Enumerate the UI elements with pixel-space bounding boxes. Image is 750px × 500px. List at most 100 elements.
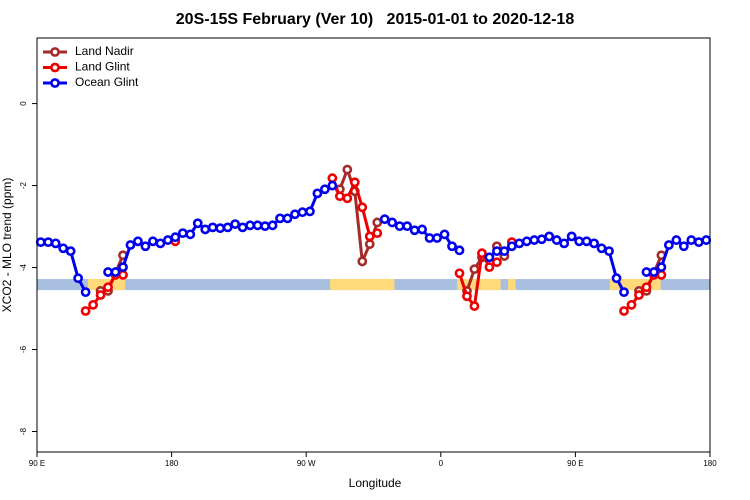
data-point — [491, 246, 502, 257]
data-point — [297, 207, 308, 218]
legend-marker — [50, 78, 60, 88]
data-point — [387, 217, 398, 228]
data-point — [506, 241, 517, 252]
chart-title: 20S-15S February (Ver 10) 2015-01-01 to … — [176, 11, 575, 28]
data-point — [499, 246, 510, 257]
data-point — [185, 229, 196, 240]
data-point — [65, 246, 76, 257]
land-band — [508, 279, 516, 291]
data-point — [454, 268, 465, 279]
data-point — [589, 238, 599, 249]
data-point — [192, 218, 203, 229]
data-point — [402, 221, 413, 232]
data-point — [155, 238, 166, 249]
y-tick-label: -4 — [19, 263, 28, 271]
data-point — [469, 301, 480, 311]
data-point — [566, 231, 577, 242]
data-point — [148, 236, 158, 247]
data-point — [626, 299, 637, 310]
data-point — [559, 238, 570, 249]
data-point — [364, 239, 375, 250]
data-point — [118, 262, 128, 273]
data-point — [372, 228, 383, 239]
data-point — [43, 237, 54, 248]
data-point — [678, 241, 689, 252]
data-point — [619, 287, 629, 298]
y-tick-label: -2 — [19, 181, 28, 189]
y-tick-label: -6 — [19, 345, 28, 353]
data-point — [484, 262, 495, 273]
data-point — [656, 270, 667, 280]
data-point — [312, 188, 323, 199]
data-point — [125, 240, 136, 250]
data-point — [267, 220, 278, 231]
data-point — [469, 264, 480, 275]
data-point — [611, 273, 622, 284]
data-point — [596, 243, 607, 254]
plot-area — [35, 164, 712, 316]
data-point — [349, 177, 360, 188]
data-point — [245, 220, 256, 231]
data-point — [230, 219, 241, 229]
data-point — [290, 209, 300, 220]
data-point — [50, 238, 61, 249]
data-point — [693, 237, 704, 248]
data-point — [491, 257, 502, 268]
data-point — [282, 213, 293, 224]
data-point — [424, 233, 435, 243]
data-point — [319, 184, 330, 195]
data-point — [634, 290, 644, 300]
data-point — [514, 238, 525, 249]
data-point — [604, 246, 614, 257]
data-point — [110, 267, 121, 277]
data-point — [103, 282, 113, 293]
data-point — [275, 213, 285, 224]
data-point — [417, 224, 428, 235]
data-point — [432, 233, 442, 243]
data-point — [252, 220, 263, 231]
land-band — [330, 279, 395, 291]
legend-marker — [50, 62, 60, 73]
data-point — [641, 282, 652, 293]
data-point — [544, 231, 555, 242]
surface-band — [37, 279, 710, 291]
data-point — [88, 299, 98, 310]
x-axis-label: Longitude — [349, 476, 402, 490]
data-point — [334, 191, 345, 202]
legend-label: Land Glint — [75, 60, 130, 74]
plot-frame — [36, 37, 711, 453]
land-band — [609, 279, 661, 291]
data-point — [484, 252, 495, 263]
data-point — [394, 221, 405, 232]
data-point — [649, 267, 659, 277]
data-point — [342, 164, 353, 175]
legend-marker — [50, 47, 60, 57]
data-point — [462, 291, 472, 302]
data-point — [656, 262, 667, 273]
data-point — [364, 231, 375, 242]
data-point — [342, 193, 353, 204]
data-point — [327, 180, 338, 191]
data-point — [521, 236, 532, 247]
data-point — [439, 229, 450, 240]
x-tick-label: 90 W — [297, 459, 316, 468]
data-point — [477, 248, 487, 259]
data-point — [409, 225, 420, 236]
y-tick-label: -8 — [19, 427, 28, 435]
x-tick-label: 0 — [439, 459, 444, 468]
data-point — [581, 236, 592, 247]
data-point — [447, 241, 457, 252]
x-tick-label: 90 E — [567, 459, 583, 468]
data-point — [80, 306, 91, 316]
x-tick-label: 180 — [703, 459, 717, 468]
data-point — [641, 267, 652, 277]
data-point — [215, 223, 226, 234]
legend-label: Land Nadir — [75, 44, 134, 58]
data-point — [701, 235, 712, 245]
data-point — [103, 267, 113, 277]
data-point — [200, 224, 211, 235]
data-point — [454, 245, 465, 256]
data-point — [260, 221, 270, 232]
data-point — [551, 235, 562, 245]
